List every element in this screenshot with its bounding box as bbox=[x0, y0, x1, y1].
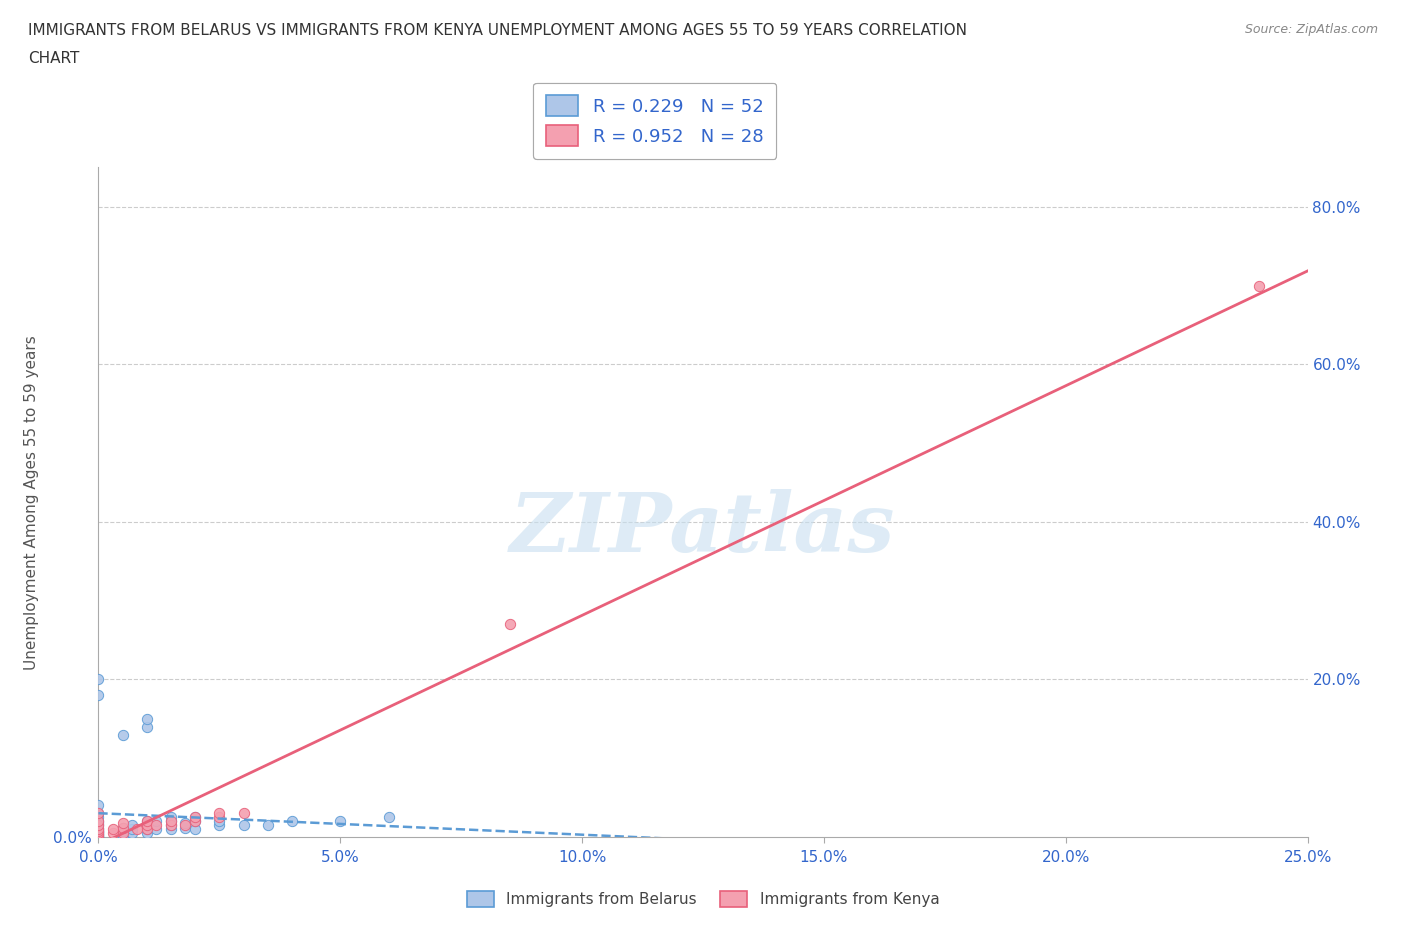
Point bbox=[377, 810, 399, 825]
Point bbox=[135, 719, 157, 734]
Point bbox=[87, 826, 110, 841]
Point bbox=[135, 814, 157, 829]
Text: Source: ZipAtlas.com: Source: ZipAtlas.com bbox=[1244, 23, 1378, 36]
Point bbox=[111, 820, 134, 835]
Point bbox=[87, 814, 110, 829]
Point bbox=[87, 824, 110, 839]
Point bbox=[232, 806, 254, 821]
Point bbox=[121, 817, 143, 832]
Point bbox=[135, 817, 157, 832]
Point bbox=[174, 816, 197, 830]
Point bbox=[135, 814, 157, 829]
Point bbox=[145, 822, 167, 837]
Point bbox=[208, 817, 231, 832]
Point bbox=[145, 814, 167, 829]
Point bbox=[87, 828, 110, 843]
Point bbox=[135, 817, 157, 832]
Point bbox=[87, 816, 110, 830]
Point bbox=[184, 810, 207, 825]
Point bbox=[184, 814, 207, 829]
Point bbox=[87, 810, 110, 825]
Point bbox=[184, 814, 207, 829]
Point bbox=[87, 688, 110, 703]
Point bbox=[87, 830, 110, 844]
Point bbox=[145, 817, 167, 832]
Point bbox=[87, 817, 110, 832]
Point bbox=[121, 826, 143, 841]
Point bbox=[111, 824, 134, 839]
Point bbox=[87, 830, 110, 844]
Point bbox=[87, 823, 110, 838]
Point bbox=[1249, 278, 1271, 293]
Point bbox=[111, 816, 134, 830]
Point bbox=[184, 810, 207, 825]
Point bbox=[87, 830, 110, 844]
Y-axis label: Unemployment Among Ages 55 to 59 years: Unemployment Among Ages 55 to 59 years bbox=[24, 335, 39, 670]
Point bbox=[87, 830, 110, 844]
Legend: Immigrants from Belarus, Immigrants from Kenya: Immigrants from Belarus, Immigrants from… bbox=[461, 884, 945, 913]
Point bbox=[111, 826, 134, 841]
Point bbox=[87, 814, 110, 829]
Point bbox=[256, 817, 278, 832]
Point bbox=[135, 826, 157, 841]
Point bbox=[111, 827, 134, 842]
Point bbox=[329, 814, 352, 829]
Text: ZIPatlas: ZIPatlas bbox=[510, 489, 896, 569]
Point bbox=[121, 822, 143, 837]
Point bbox=[87, 806, 110, 821]
Point bbox=[281, 814, 304, 829]
Point bbox=[160, 817, 183, 832]
Point bbox=[87, 825, 110, 840]
Point bbox=[208, 814, 231, 829]
Point bbox=[160, 814, 183, 829]
Point bbox=[160, 822, 183, 837]
Point bbox=[174, 817, 197, 832]
Point bbox=[160, 814, 183, 829]
Point bbox=[87, 806, 110, 821]
Point bbox=[87, 817, 110, 832]
Legend: R = 0.229   N = 52, R = 0.952   N = 28: R = 0.229 N = 52, R = 0.952 N = 28 bbox=[533, 83, 776, 159]
Point bbox=[87, 827, 110, 842]
Point bbox=[135, 822, 157, 837]
Point bbox=[87, 826, 110, 841]
Point bbox=[87, 822, 110, 837]
Point bbox=[174, 820, 197, 835]
Point bbox=[101, 826, 124, 841]
Point bbox=[127, 822, 149, 837]
Text: CHART: CHART bbox=[28, 51, 80, 66]
Point bbox=[111, 830, 134, 844]
Point bbox=[135, 711, 157, 726]
Point bbox=[87, 827, 110, 842]
Point bbox=[208, 810, 231, 825]
Point bbox=[135, 822, 157, 837]
Point bbox=[160, 810, 183, 825]
Point bbox=[87, 827, 110, 842]
Point bbox=[87, 822, 110, 837]
Point bbox=[184, 822, 207, 837]
Point bbox=[160, 817, 183, 832]
Point bbox=[232, 817, 254, 832]
Point bbox=[498, 617, 520, 631]
Point bbox=[111, 820, 134, 835]
Point bbox=[101, 822, 124, 837]
Point bbox=[87, 823, 110, 838]
Text: IMMIGRANTS FROM BELARUS VS IMMIGRANTS FROM KENYA UNEMPLOYMENT AMONG AGES 55 TO 5: IMMIGRANTS FROM BELARUS VS IMMIGRANTS FR… bbox=[28, 23, 967, 38]
Point bbox=[208, 806, 231, 821]
Point bbox=[87, 820, 110, 835]
Point bbox=[111, 727, 134, 742]
Point bbox=[87, 798, 110, 813]
Point bbox=[87, 672, 110, 687]
